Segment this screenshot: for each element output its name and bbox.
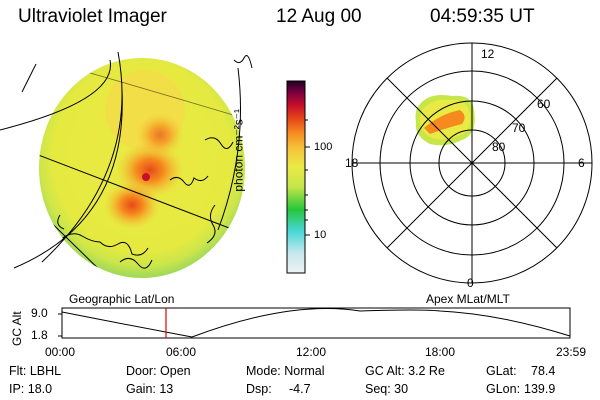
earth-globe-image	[0, 51, 253, 278]
colorbar-unit-label: photon cm⁻²s⁻¹	[231, 108, 246, 192]
dsp-value: -4.7	[289, 382, 311, 396]
instrument-title: Ultraviolet Imager	[18, 6, 167, 27]
glon-label: GLon:	[486, 382, 521, 396]
altitude-plot	[58, 307, 571, 339]
auroral-hotspot	[142, 173, 150, 181]
time-tick-0000: 00:00	[45, 345, 76, 359]
glat-value: 78.4	[531, 364, 556, 378]
time-tick-0600: 06:00	[166, 345, 197, 359]
altitude-tick-1-8: 1.8	[31, 328, 48, 342]
mlt-label-18: 18	[345, 156, 359, 170]
time-tick-1800: 18:00	[425, 345, 456, 359]
date-label: 12 Aug 00	[276, 6, 362, 27]
altitude-tick-9: 9.0	[31, 306, 48, 320]
gain-info: Gain: 13	[126, 382, 174, 396]
right-panel-label: Apex MLat/MLT	[426, 292, 510, 306]
altitude-axis-title: GC Alt	[10, 311, 24, 346]
time-label: 04:59:35 UT	[430, 6, 535, 27]
colorbar-tick-10: 10	[314, 229, 327, 241]
polar-mlt-plot	[351, 42, 593, 284]
glon-value: 139.9	[524, 382, 556, 396]
mode-info: Mode: Normal	[246, 364, 325, 378]
left-panel-label: Geographic Lat/Lon	[69, 292, 175, 306]
door-info: Door: Open	[126, 364, 191, 378]
time-tick-1200: 12:00	[296, 345, 327, 359]
glat-label: GLat:	[486, 364, 517, 378]
ring-label-60: 60	[537, 97, 551, 111]
ip-info: IP: 18.0	[9, 382, 53, 396]
flt-info: Flt: LBHL	[9, 364, 62, 378]
mlt-label-0: 0	[467, 276, 474, 290]
colorbar-tick-100: 100	[314, 141, 333, 153]
dsp-label: Dsp:	[246, 382, 272, 396]
ring-label-80: 80	[492, 140, 506, 154]
ring-label-70: 70	[512, 121, 526, 135]
colorbar	[286, 80, 310, 274]
mlt-label-6: 6	[578, 156, 585, 170]
gc-alt-info: GC Alt: 3.2 Re	[365, 364, 445, 378]
time-tick-2359: 23:59	[556, 345, 587, 359]
mlt-label-12: 12	[481, 47, 495, 61]
seq-info: Seq: 30	[365, 382, 409, 396]
